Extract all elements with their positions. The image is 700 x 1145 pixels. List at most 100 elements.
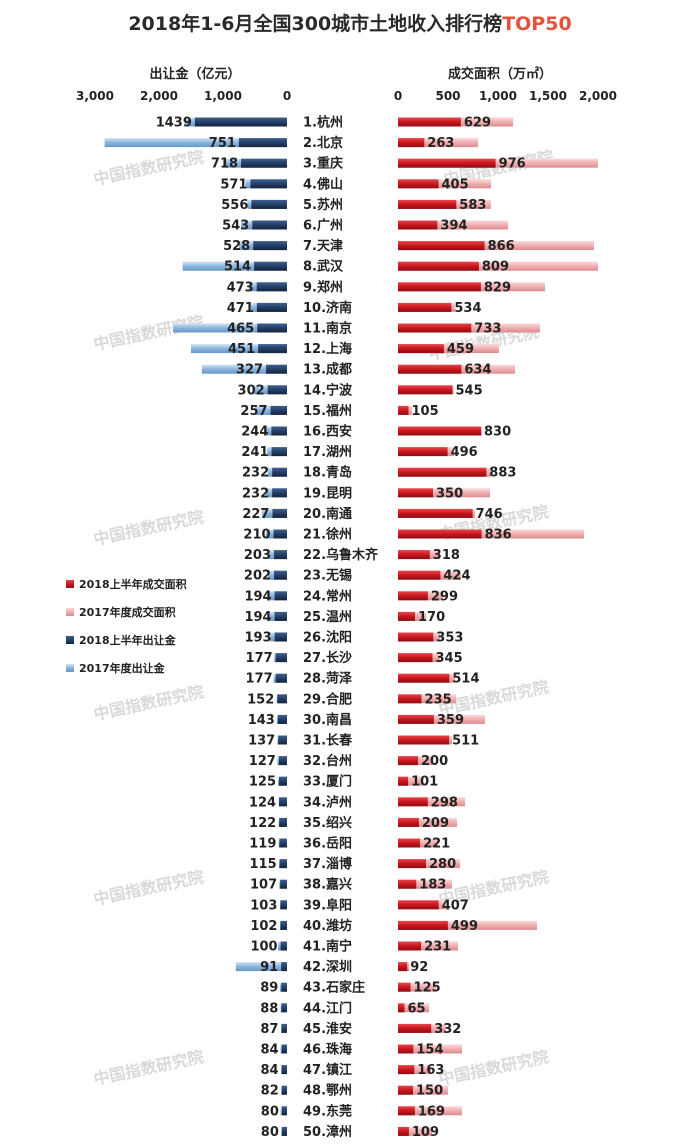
- price-2018-label: 84: [261, 1063, 279, 1078]
- bar-area-2018: [398, 138, 425, 148]
- area-2018-label: 583: [459, 198, 486, 213]
- area-2018-label: 65: [408, 1001, 426, 1016]
- bar-price-2018: [277, 694, 287, 704]
- city-label: 18.青岛: [303, 465, 352, 481]
- area-2018-label: 183: [419, 878, 446, 893]
- price-2018-label: 80: [261, 1125, 279, 1140]
- area-2018-label: 353: [436, 631, 463, 646]
- bar-area-2018: [398, 694, 422, 704]
- area-2018-label: 511: [452, 734, 479, 749]
- city-labels: 1.杭州 2.北京 3.重庆 4.佛山 5.苏州 6.广州 7.天津 8.武汉 9.郑州 10.济…: [303, 115, 379, 1140]
- city-label: 44.江门: [303, 1000, 352, 1016]
- bar-area-2017: [398, 529, 584, 539]
- area-2018-label: 125: [414, 981, 441, 996]
- city-label: 2.北京: [303, 135, 343, 151]
- bar-area-2018: [398, 179, 439, 189]
- bar-area-2017: [398, 1085, 448, 1095]
- left-axis-tick: 3,000: [76, 89, 114, 103]
- bar-price-2018: [279, 859, 287, 869]
- price-2018-label: 88: [260, 1001, 278, 1016]
- city-label: 32.台州: [303, 753, 352, 769]
- price-2018-label: 124: [249, 795, 276, 810]
- legend-swatch: [66, 664, 74, 672]
- city-label: 34.泸州: [303, 794, 352, 810]
- bar-price-2018: [281, 962, 287, 972]
- city-label: 6.广州: [303, 218, 343, 234]
- city-label: 38.嘉兴: [303, 877, 352, 893]
- city-label: 50.漳州: [303, 1124, 352, 1140]
- bar-price-2018: [258, 344, 287, 354]
- area-2018-label: 169: [418, 1104, 445, 1119]
- watermark-text: 中国指数研究院: [92, 1047, 206, 1089]
- city-label: 37.淄博: [303, 856, 352, 872]
- area-2018-label: 350: [436, 486, 463, 501]
- bar-area-2017: [398, 1065, 431, 1075]
- bar-area-2017: [398, 179, 491, 189]
- price-2018-label: 556: [221, 198, 248, 213]
- bar-price-2018: [241, 158, 287, 168]
- area-2018-label: 545: [456, 383, 483, 398]
- area-2018-label: 92: [410, 960, 428, 975]
- price-2018-label: 571: [220, 177, 247, 192]
- bar-price-2018: [279, 797, 287, 807]
- city-label: 49.东莞: [303, 1103, 352, 1119]
- price-2018-label: 473: [227, 280, 254, 295]
- price-2018-label: 202: [244, 569, 271, 584]
- chart-title-main: 2018年1-6月全国300城市土地收入排行榜: [128, 12, 502, 35]
- area-2018-label: 424: [443, 569, 470, 584]
- area-2018-label: 634: [464, 363, 491, 378]
- bar-area-2018: [398, 632, 434, 642]
- bar-price-2018: [274, 611, 287, 621]
- city-label: 41.南宁: [303, 939, 352, 955]
- city-label: 16.西安: [303, 424, 352, 440]
- area-2018-label: 345: [436, 651, 463, 666]
- bar-price-2018: [277, 714, 287, 724]
- legend-swatch: [66, 636, 74, 644]
- area-2018-label: 405: [442, 177, 469, 192]
- bar-area-2017: [398, 879, 452, 889]
- area-2018-label: 394: [440, 219, 467, 234]
- bar-price-2018: [250, 179, 287, 189]
- bar-area-2017: [398, 817, 457, 827]
- right-axis-tick: 1,000: [479, 89, 517, 103]
- city-label: 21.徐州: [303, 527, 352, 543]
- bar-price-2018: [278, 756, 287, 766]
- bar-area-2018: [398, 797, 428, 807]
- bar-area-2018: [398, 529, 482, 539]
- left-axis-tick: 2,000: [140, 89, 178, 103]
- city-label: 25.温州: [303, 610, 352, 625]
- bar-price-2018: [281, 1003, 287, 1013]
- bar-price-2018: [275, 653, 287, 663]
- bar-price-2017: [104, 138, 287, 148]
- price-2018-label: 122: [249, 816, 276, 831]
- price-2018-label: 125: [249, 775, 276, 790]
- right-axis-ticks: 0 500 1,000 1,500 2,000: [394, 89, 617, 103]
- city-label: 4.佛山: [303, 176, 343, 192]
- bar-price-2017: [182, 261, 287, 271]
- right-axis-title: 成交面积（万㎡）: [448, 66, 552, 82]
- bar-area-2018: [398, 550, 430, 560]
- left-axis-ticks: 3,000 2,000 1,000 0: [76, 89, 291, 103]
- bar-area-2018: [398, 962, 408, 972]
- city-label: 19.昆明: [303, 485, 352, 501]
- city-label: 26.沈阳: [303, 630, 352, 646]
- bar-area-2017: [398, 982, 436, 992]
- city-label: 22.乌鲁木齐: [303, 547, 379, 563]
- bar-area-2017: [398, 941, 458, 951]
- bar-area-2018: [398, 817, 419, 827]
- price-2018-label: 718: [211, 157, 238, 172]
- bar-price-2018: [281, 1126, 287, 1136]
- bar-price-2018: [280, 900, 287, 910]
- bar-price-2017: [191, 344, 287, 354]
- area-2018-label: 866: [488, 239, 515, 254]
- bar-price-2018: [256, 282, 287, 292]
- city-label: 33.厦门: [303, 774, 352, 790]
- bar-area-2018: [398, 920, 448, 930]
- area-2018-label: 830: [484, 425, 511, 440]
- area-2018-label: 534: [454, 301, 481, 316]
- price-2018-label: 514: [224, 260, 251, 275]
- area-2018-label: 318: [433, 548, 460, 563]
- area-2018-label: 154: [416, 1043, 443, 1058]
